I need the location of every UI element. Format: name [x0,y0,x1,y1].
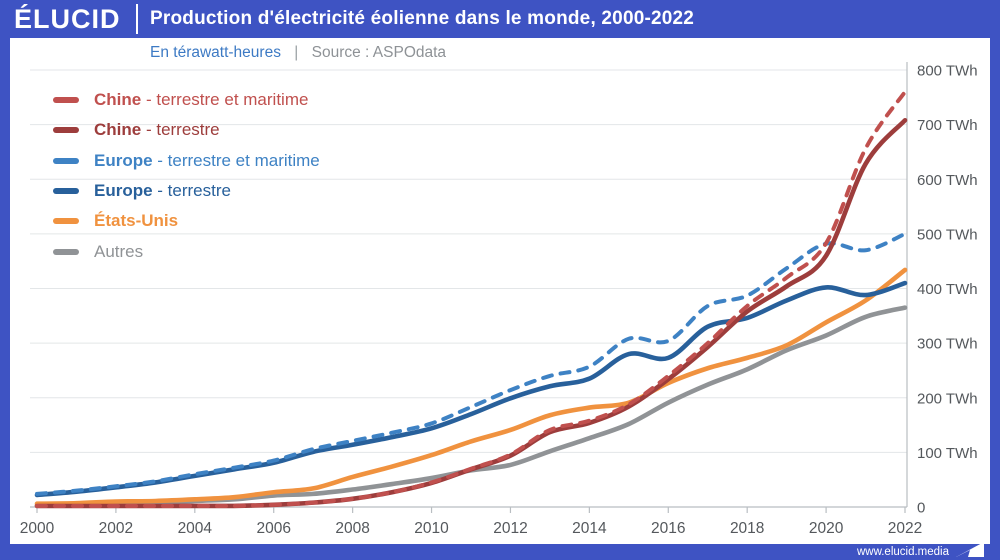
legend-swatch [53,127,79,134]
legend-label: Europe - terrestre et maritime [94,151,320,171]
x-axis-label: 2006 [256,520,290,537]
series-line-europe-terrestre-et-maritime [35,231,907,496]
legend-series-descriptor: - terrestre [141,120,220,140]
legend-swatch [53,188,79,195]
legend-series-descriptor: - terrestre et maritime [152,150,320,170]
legend-series-name: Chine [94,90,142,110]
y-axis-label: 400 TWh [917,281,978,298]
legend-series-name: Europe [94,150,153,170]
chart-subtitle: En térawatt-heures | Source : ASPOdata [150,44,446,62]
x-axis-label: 2000 [20,520,55,537]
x-axis-label: 2004 [178,520,213,537]
x-axis-label: 2022 [888,520,922,537]
series-line-autres [34,305,908,508]
legend-label: Chine - terrestre et maritime [94,90,308,110]
y-axis-label: 700 TWh [917,117,978,134]
legend-series-name: États-Unis [94,211,179,231]
x-axis-label: 2018 [730,520,764,537]
legend-series-name: Europe [94,181,153,201]
website-label: www.elucid.media [856,546,949,558]
unit-label: En térawatt-heures [150,44,281,61]
legend-item-chine-terrestre-et-maritime: Chine - terrestre et maritime [53,85,320,115]
y-axis-label: 200 TWh [917,390,978,407]
legend-swatch [53,157,79,164]
legend-series-name: Chine [94,120,142,140]
x-axis-label: 2002 [99,520,133,537]
legend-item-europe-terrestre: Europe - terrestre [53,176,320,206]
header-divider [136,4,138,34]
x-axis-label: 2020 [809,520,844,537]
header-bar: ÉLUCID Production d'électricité éolienne… [0,0,1000,38]
x-axis-label: 2016 [651,520,685,537]
y-axis-label: 100 TWh [917,445,978,462]
paper-plane-icon [956,542,984,557]
y-axis-label: 800 TWh [917,63,978,80]
source-label: Source : ASPOdata [311,44,447,61]
legend-series-name: Autres [94,241,144,261]
x-axis-label: 2012 [493,520,527,537]
legend-series-descriptor: - terrestre [152,181,231,201]
footer-brand: www.elucid.media [857,538,984,560]
y-axis-label: 300 TWh [917,336,978,353]
x-axis-label: 2014 [572,520,607,537]
series-line-europe-terrestre [34,280,908,498]
legend-item-autres: Autres [53,236,320,266]
x-axis-label: 2008 [335,520,369,537]
y-axis-label: 0 [917,500,925,517]
chart-legend: Chine - terrestre et maritime Chine - ter… [53,85,320,267]
y-axis-label: 600 TWh [917,172,978,189]
legend-item--tats-unis: États-Unis [53,206,320,236]
series-line-chine-terrestre-et-maritime [35,89,907,509]
elucid-logo: ÉLUCID [14,3,121,34]
legend-label: Europe - terrestre [94,181,231,201]
legend-swatch [53,97,79,104]
footer-bar [0,544,1000,560]
series-line--tats-unis [34,267,908,507]
subtitle-separator: | [294,44,299,61]
legend-label: États-Unis [94,211,178,231]
legend-swatch [53,248,79,255]
legend-label: Autres [94,242,143,262]
page-title: Production d'électricité éolienne dans l… [150,8,695,29]
legend-label: Chine - terrestre [94,120,220,140]
legend-series-descriptor: - terrestre et maritime [141,90,309,110]
y-axis-label: 500 TWh [917,226,978,243]
legend-item-europe-terrestre-et-maritime: Europe - terrestre et maritime [53,146,320,176]
x-axis-label: 2010 [414,520,449,537]
legend-item-chine-terrestre: Chine - terrestre [53,115,320,145]
legend-swatch [53,218,79,225]
